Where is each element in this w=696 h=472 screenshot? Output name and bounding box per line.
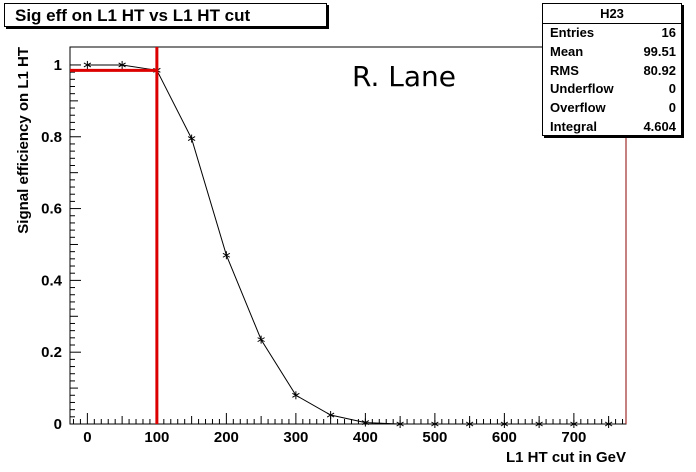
stats-label: Overflow (550, 100, 606, 116)
stats-label: Entries (550, 25, 595, 40)
data-point-marker (83, 60, 92, 69)
data-point-marker (465, 420, 474, 428)
x-tick-label: 700 (561, 429, 586, 446)
y-axis-title: Signal efficiency on L1 HT (15, 47, 32, 234)
data-point-marker (361, 418, 370, 427)
x-tick-label: 100 (144, 429, 169, 446)
x-tick-label: 300 (283, 429, 308, 446)
y-tick-label: 1 (54, 57, 62, 74)
data-point-marker (326, 411, 335, 420)
x-axis-title: L1 HT cut in GeV (506, 449, 626, 466)
data-point-marker (431, 420, 439, 428)
y-tick-label: 0.4 (41, 272, 63, 289)
chart-title: Sig eff on L1 HT vs L1 HT cut (4, 3, 327, 27)
stats-value: 0 (668, 100, 676, 116)
stats-label: Integral (550, 118, 597, 134)
y-tick-label: 0.8 (41, 129, 62, 146)
stats-row-overflow: Overflow 0 (543, 99, 681, 118)
stats-label: RMS (550, 62, 579, 78)
stats-value: 4.604 (643, 118, 676, 134)
stats-box: H23 Entries 16 Mean 99.51 RMS 80.92 Unde… (542, 3, 682, 136)
stats-value: 99.51 (643, 43, 676, 59)
data-point-marker (222, 251, 231, 260)
x-tick-label: 500 (422, 429, 447, 446)
data-point-marker (535, 420, 543, 428)
stats-value: 0 (668, 81, 676, 97)
x-tick-label: 0 (83, 429, 91, 446)
x-tick-label: 200 (214, 429, 239, 446)
data-point-marker (187, 134, 196, 143)
data-point-marker (500, 420, 509, 428)
data-point-marker (292, 391, 300, 400)
stats-row-mean: Mean 99.51 (543, 43, 681, 62)
stats-label: Underflow (550, 81, 614, 97)
stats-row-rms: RMS 80.92 (543, 62, 681, 81)
data-point-marker (257, 335, 265, 344)
stats-value: 80.92 (643, 62, 676, 78)
data-point-marker (118, 60, 126, 69)
y-tick-label: 0.2 (41, 344, 62, 361)
author-annotation: R. Lane (352, 60, 456, 93)
data-point-marker (604, 420, 613, 428)
efficiency-curve (87, 64, 609, 425)
stats-row-underflow: Underflow 0 (543, 80, 681, 99)
data-point-marker (570, 420, 578, 428)
stats-row-entries: Entries 16 (543, 24, 681, 43)
stats-label: Mean (550, 43, 584, 59)
data-point-marker (396, 420, 404, 428)
stats-histogram-name: H23 (543, 4, 681, 24)
x-tick-label: 400 (353, 429, 378, 446)
stats-row-integral: Integral 4.604 (543, 118, 681, 137)
y-tick-label: 0.6 (41, 201, 62, 218)
stats-value: 16 (661, 25, 676, 40)
x-tick-label: 600 (492, 429, 517, 446)
y-tick-label: 0 (54, 416, 62, 433)
